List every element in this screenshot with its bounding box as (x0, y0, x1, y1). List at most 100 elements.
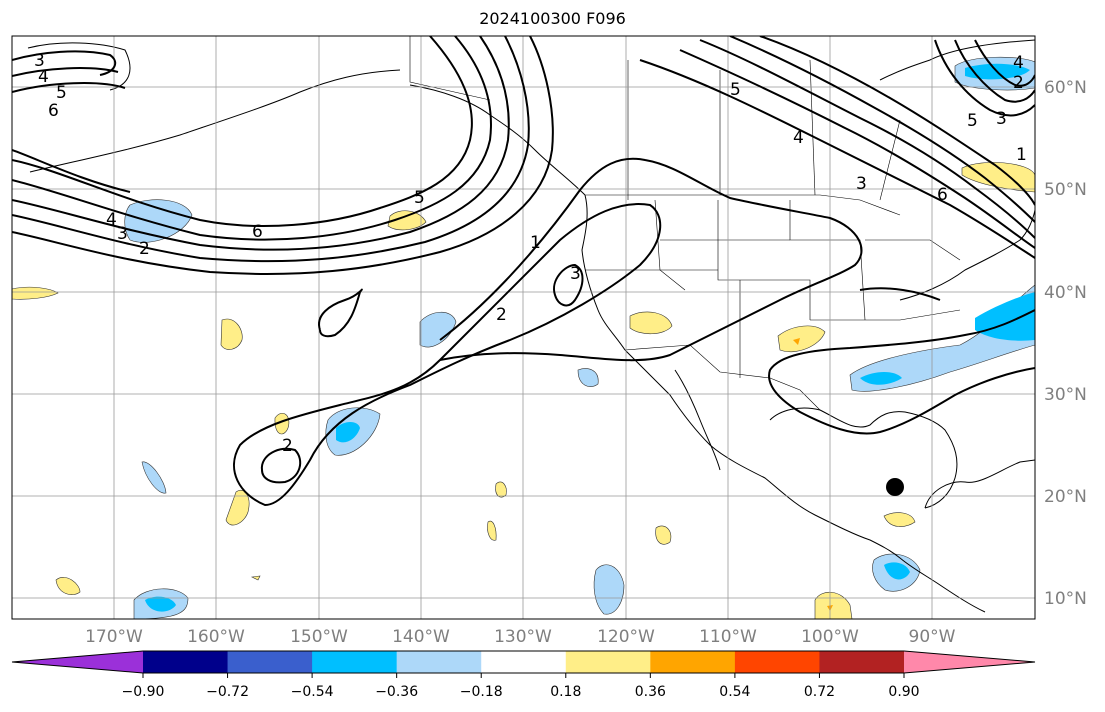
contour-line (12, 36, 554, 275)
contour-line (12, 36, 510, 251)
negative-area-core (145, 596, 176, 612)
us-canada-border (585, 194, 901, 216)
colorbar-segment (819, 651, 905, 673)
map-background (12, 36, 1035, 619)
contour-line (12, 82, 126, 93)
contour-label: 2 (139, 239, 150, 259)
colorbar: −0.90 −0.72 −0.54 −0.36 −0.18 0.18 0.36 0.54 0.7… (11, 650, 1036, 700)
colorbar-tick-label: 0.54 (719, 684, 750, 700)
contour-label: 4 (106, 210, 117, 230)
negative-area (419, 311, 457, 348)
contour-line (699, 39, 1035, 239)
negative-area-core (884, 562, 910, 580)
latitude-labels: 60°N 50°N 40°N 30°N 20°N 10°N (1044, 78, 1087, 609)
contour-line (12, 36, 492, 241)
contour-line (233, 203, 662, 507)
province-line (879, 119, 901, 201)
contour-label: 6 (937, 185, 948, 205)
lat-label: 40°N (1044, 283, 1087, 303)
contour-line (974, 39, 1035, 87)
colorbar-segment (227, 651, 313, 673)
coastline (624, 349, 986, 613)
colorbar-segment (565, 651, 651, 673)
contour-line (553, 263, 584, 307)
contour-label: 5 (967, 111, 978, 131)
contour-line (318, 288, 363, 338)
lon-label: 160°W (187, 627, 245, 647)
colorbar-segment (650, 651, 736, 673)
lat-label: 20°N (1044, 487, 1087, 507)
negative-area-core (860, 372, 902, 385)
negative-area (577, 368, 599, 387)
coastline (674, 369, 721, 471)
us-mexico-border (624, 344, 821, 411)
coastline (929, 39, 1035, 61)
contour-line (12, 36, 530, 263)
contour-label: 2 (1013, 73, 1024, 93)
negative-area-core (336, 422, 360, 443)
contour-line (12, 149, 131, 193)
lon-label: 110°W (699, 627, 757, 647)
contour-label: 5 (730, 80, 741, 100)
colorbar-segment (143, 651, 229, 673)
lon-label: 140°W (392, 627, 450, 647)
map-frame (11, 35, 1036, 620)
state-borders (409, 36, 961, 411)
lat-label: 10°N (1044, 589, 1087, 609)
colorbar-extend-low (12, 651, 143, 673)
colorbar-segment (481, 651, 567, 673)
positive-area (814, 592, 853, 619)
colorbar-tick-label: −0.54 (291, 684, 334, 700)
contour-label: 5 (414, 188, 425, 208)
coastline (899, 209, 1035, 301)
contour-label: 6 (252, 222, 263, 242)
state-line (865, 239, 961, 261)
graticule (12, 36, 1035, 619)
positive-area (274, 413, 290, 435)
lat-label: 50°N (1044, 180, 1087, 200)
positive-area (487, 520, 497, 541)
negative-area (849, 284, 1035, 392)
contour-label: 4 (38, 67, 49, 87)
lon-label: 120°W (597, 627, 655, 647)
contour-label: 3 (117, 224, 128, 244)
lat-label: 60°N (1044, 78, 1087, 98)
contour-line (768, 309, 1035, 435)
contour-line (439, 157, 863, 362)
contour-label: 4 (793, 128, 804, 148)
contour-line (729, 36, 1035, 223)
colorbar-tick-label: 0.18 (550, 684, 581, 700)
colorbar-segment (734, 651, 820, 673)
colorbar-tick-label: 0.36 (635, 684, 666, 700)
positive-area (629, 311, 673, 335)
coastline (581, 194, 626, 351)
coastline (879, 59, 931, 81)
positive-area-core (793, 338, 800, 345)
map-title: 2024100300 F096 (479, 9, 626, 28)
contour-line (954, 39, 1035, 103)
contour-line (260, 447, 302, 484)
contour-label: 5 (56, 83, 67, 103)
contour-line (12, 36, 473, 227)
colorbar-tick-label: 0.72 (804, 684, 835, 700)
positive-area (883, 512, 916, 527)
colorbar-tick-label: −0.18 (460, 684, 503, 700)
contour-line (12, 67, 119, 77)
contour-line (859, 287, 941, 301)
contour-line (12, 50, 117, 76)
contour-label: 3 (996, 109, 1007, 129)
contour-label: 2 (496, 305, 507, 325)
longitude-labels: 170°W 160°W 150°W 140°W 130°W 120°W 110°… (85, 627, 956, 647)
positive-area (961, 162, 1035, 193)
positive-area (655, 525, 672, 545)
contour-line (679, 49, 1035, 249)
lon-label: 100°W (801, 627, 859, 647)
positive-area (495, 481, 507, 498)
colorbar-tick-label: −0.90 (122, 684, 165, 700)
positive-area (12, 286, 59, 300)
negative-anomaly-areas (124, 56, 1035, 619)
colorbar-tick-label: −0.36 (375, 684, 418, 700)
positive-area (387, 210, 427, 231)
contour-label: 6 (48, 101, 59, 121)
